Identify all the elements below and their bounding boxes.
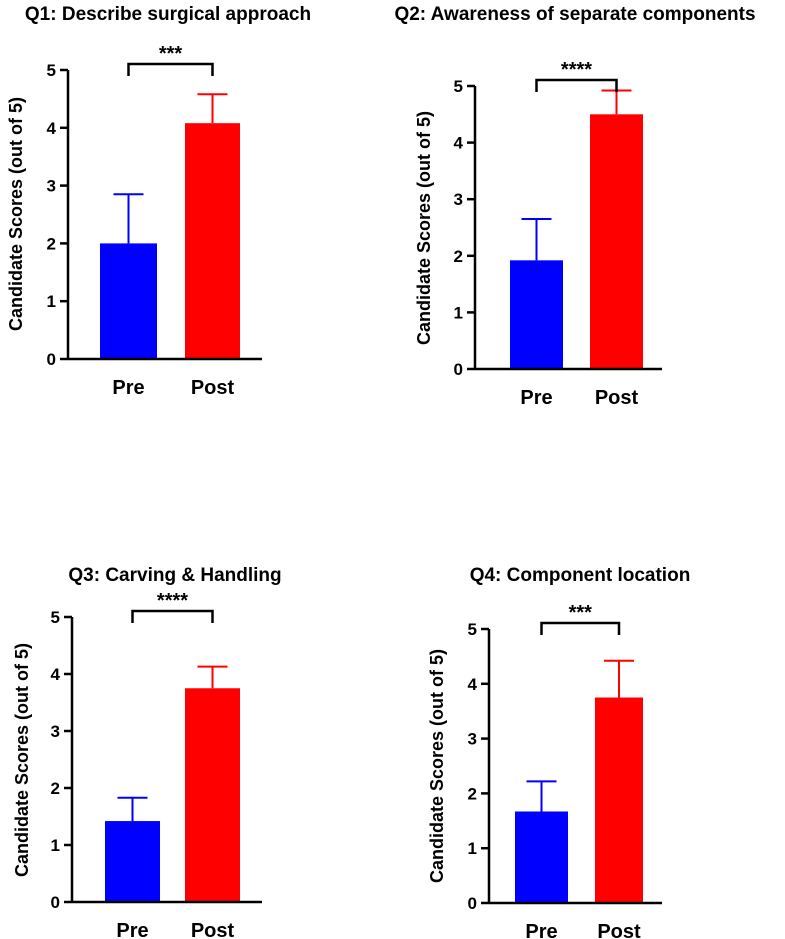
y-tick-label: 5 (454, 77, 463, 96)
bar-post (185, 688, 240, 902)
y-tick-label: 0 (47, 350, 56, 369)
significance-label: **** (157, 590, 188, 612)
y-tick-label: 1 (454, 303, 463, 322)
chart-title: Q3: Carving & Handling (68, 565, 281, 586)
y-tick-label: 4 (454, 134, 464, 153)
y-tick-label: 4 (47, 119, 57, 138)
x-tick-label: Pre (116, 920, 148, 939)
x-tick-label: Pre (520, 387, 552, 409)
bar-pre (515, 811, 568, 903)
bar-pre (105, 821, 160, 902)
bar-post (185, 123, 240, 360)
significance-label: *** (159, 43, 183, 65)
y-axis-label: Candidate Scores (out of 5) (427, 649, 447, 883)
chart-panel-q3: Q3: Carving & Handling Candidate Scores (… (12, 565, 282, 939)
chart-panel-q2: Q2: Awareness of separate components Cand… (394, 4, 755, 409)
y-tick-label: 3 (47, 177, 56, 196)
x-tick-label: Post (597, 921, 641, 939)
y-tick-label: 5 (47, 61, 56, 80)
y-tick-label: 1 (468, 839, 477, 858)
chart-title: Q2: Awareness of separate components (394, 4, 755, 25)
significance-label: **** (561, 59, 592, 81)
y-axis-label: Candidate Scores (out of 5) (414, 111, 434, 345)
y-tick-label: 1 (47, 292, 56, 311)
chart-panel-q4: Q4: Component location Candidate Scores (… (427, 565, 690, 939)
y-tick-label: 2 (47, 234, 56, 253)
chart-title: Q1: Describe surgical approach (25, 4, 311, 25)
y-axis-label: Candidate Scores (out of 5) (12, 643, 32, 877)
x-tick-label: Post (191, 377, 235, 399)
significance-bracket (540, 621, 621, 635)
y-tick-label: 4 (468, 675, 478, 694)
y-tick-label: 5 (51, 608, 60, 627)
y-tick-label: 5 (468, 620, 477, 639)
x-tick-label: Pre (112, 377, 144, 399)
significance-bracket (131, 609, 214, 623)
y-tick-label: 2 (454, 247, 463, 266)
bar-pre (510, 260, 563, 369)
chart-panel-q1: Q1: Describe surgical approach Candidate … (6, 4, 311, 399)
significance-bracket (127, 62, 214, 76)
significance-bracket (535, 78, 618, 92)
y-tick-label: 2 (51, 779, 60, 798)
chart-title: Q4: Component location (470, 565, 691, 586)
y-tick-label: 1 (51, 836, 60, 855)
x-tick-label: Post (595, 387, 639, 409)
bar-post (590, 114, 643, 369)
y-tick-label: 3 (468, 730, 477, 749)
y-tick-label: 4 (51, 665, 61, 684)
y-tick-label: 2 (468, 784, 477, 803)
y-tick-label: 0 (51, 893, 60, 912)
y-tick-label: 0 (468, 894, 477, 913)
significance-label: *** (569, 602, 593, 624)
y-tick-label: 0 (454, 360, 463, 379)
y-tick-label: 3 (51, 722, 60, 741)
bar-pre (100, 243, 157, 359)
x-tick-label: Post (191, 920, 235, 939)
bar-post (595, 697, 643, 903)
y-tick-label: 3 (454, 190, 463, 209)
x-tick-label: Pre (525, 921, 557, 939)
y-axis-label: Candidate Scores (out of 5) (6, 97, 26, 331)
